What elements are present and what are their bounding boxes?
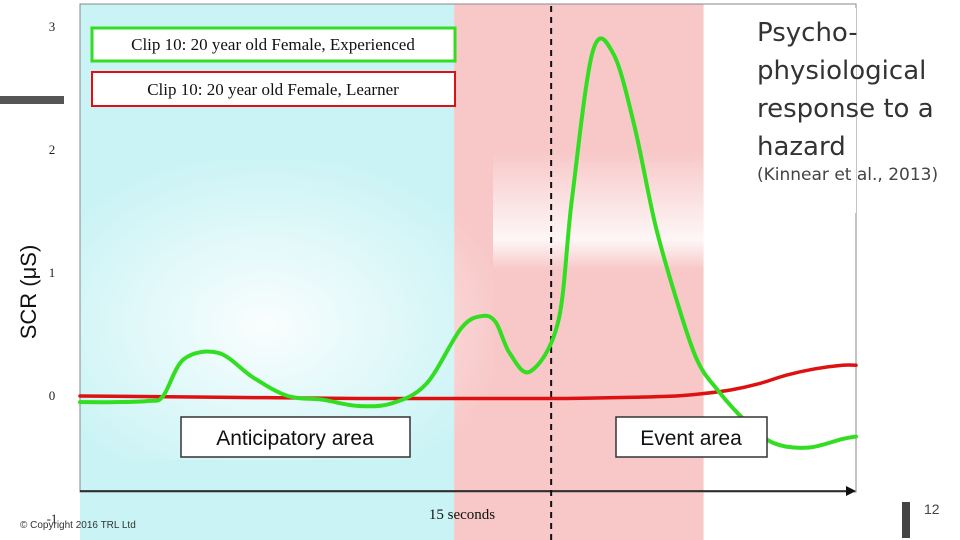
x-axis-label: 15 seconds (429, 507, 495, 523)
anticipatory-glow (80, 160, 493, 460)
y-tick-label: -1 (47, 511, 58, 526)
legend-label-experienced: Clip 10: 20 year old Female, Experienced (131, 35, 415, 54)
anticipatory-area-label: Anticipatory area (216, 427, 374, 450)
left-accent-bar (0, 96, 64, 104)
citation: (Kinnear et al., 2013) (757, 165, 939, 185)
event-glow (493, 150, 779, 350)
legend-label-learner: Clip 10: 20 year old Female, Learner (147, 80, 399, 99)
title-line: Psycho- (757, 18, 858, 48)
series-layer (78, 36, 858, 450)
legend-box-learner (91, 71, 456, 107)
title-line: physiological (757, 56, 927, 86)
y-tick-label: 0 (49, 388, 56, 403)
y-tick-label: 3 (49, 19, 56, 34)
legend: Clip 10: 20 year old Female, Experienced… (90, 26, 457, 107)
y-axis-label: SCR (μS) (16, 245, 41, 340)
title-line: hazard (757, 132, 846, 162)
event-area-box (615, 416, 768, 458)
title-line: response to a (757, 94, 934, 124)
title-backdrop (748, 8, 856, 213)
page-number-bar (902, 502, 910, 538)
series-line-experienced (78, 36, 858, 450)
y-tick-label: 1 (49, 265, 56, 280)
anticipatory-area-box (180, 416, 411, 458)
event-area-label: Event area (640, 427, 742, 450)
slide-title: Psycho- physiological response to a haza… (757, 14, 957, 166)
plot-frame (79, 3, 857, 493)
legend-box-experienced (90, 26, 457, 63)
x-axis-arrowhead (846, 486, 856, 496)
y-tick-label: 2 (49, 142, 56, 157)
y-tick-labels: 3 2 1 0 -1 (47, 19, 58, 526)
copyright-notice: © Copyright 2016 TRL Ltd (20, 520, 136, 531)
page-number: 12 (924, 501, 940, 517)
